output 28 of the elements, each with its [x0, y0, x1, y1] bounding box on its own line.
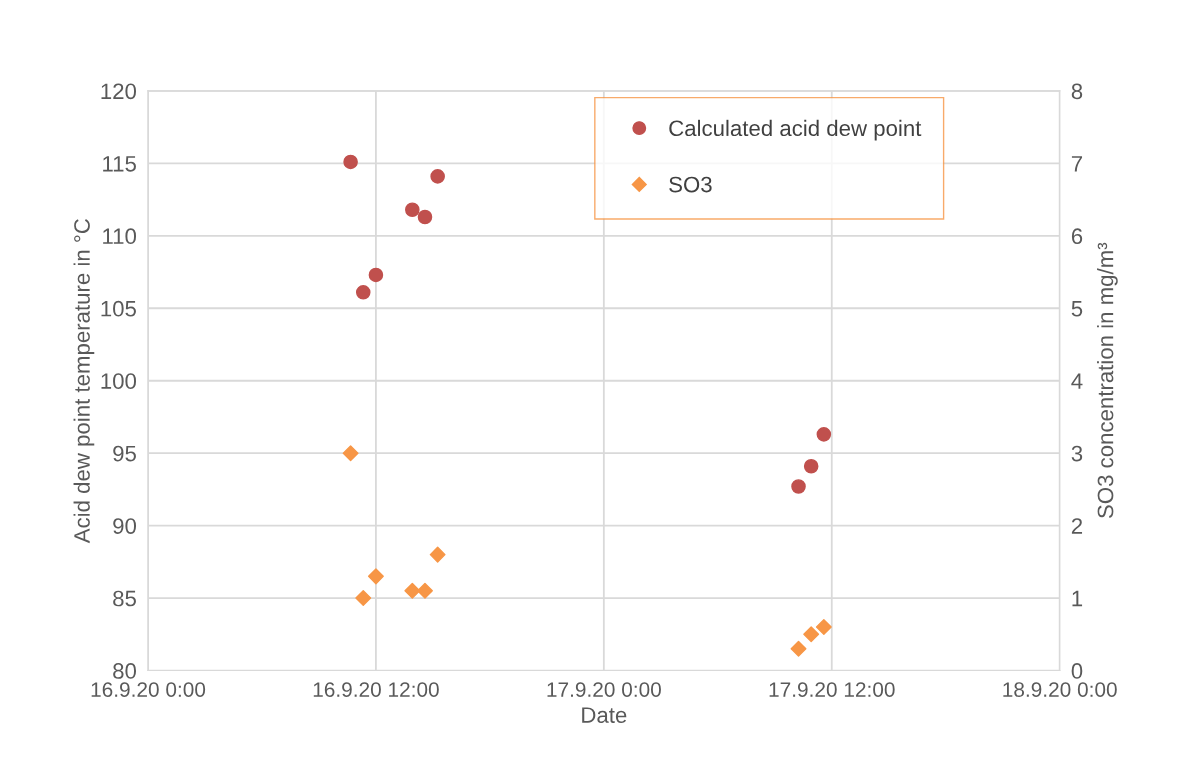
y-tick-label: 105	[101, 300, 136, 317]
legend-label: SO3	[669, 176, 712, 193]
x-tick-label: 16.9.20 12:00	[313, 682, 439, 697]
y-tick-label: 110	[103, 228, 137, 245]
x-axis-title: Date	[582, 707, 627, 723]
y2-tick-label: 1	[1072, 590, 1083, 607]
y-tick-label: 85	[113, 590, 136, 607]
y-tick-label: 80	[113, 663, 137, 679]
y2-tick-label: 6	[1071, 228, 1083, 245]
y2-tick-label: 5	[1071, 301, 1083, 317]
x-tick-label: 16.9.20 0:00	[91, 682, 206, 697]
y2-axis-title: SO3 concentration in mg/m³	[1097, 242, 1118, 519]
y-tick-label: 90	[113, 518, 137, 534]
x-tick-label: 17.9.20 0:00	[547, 682, 661, 697]
x-tick-label: 18.9.20 0:00	[1003, 682, 1117, 697]
x-tick-label: 17.9.20 12:00	[769, 682, 895, 697]
y2-tick-label: 3	[1071, 445, 1083, 462]
legend-label: Calculated acid dew point	[669, 119, 922, 141]
y2-tick-label: 7	[1071, 156, 1083, 172]
y-tick-label: 120	[101, 83, 137, 100]
y2-tick-label: 4	[1071, 373, 1083, 389]
y2-tick-label: 2	[1071, 518, 1083, 534]
y-tick-label: 115	[103, 156, 136, 172]
y2-tick-label: 0	[1071, 663, 1083, 679]
y-axis-title: Acid dew point temperature in °C	[73, 219, 95, 544]
y-tick-label: 95	[113, 445, 136, 462]
y-tick-label: 100	[101, 373, 137, 389]
y2-tick-label: 8	[1071, 83, 1083, 100]
